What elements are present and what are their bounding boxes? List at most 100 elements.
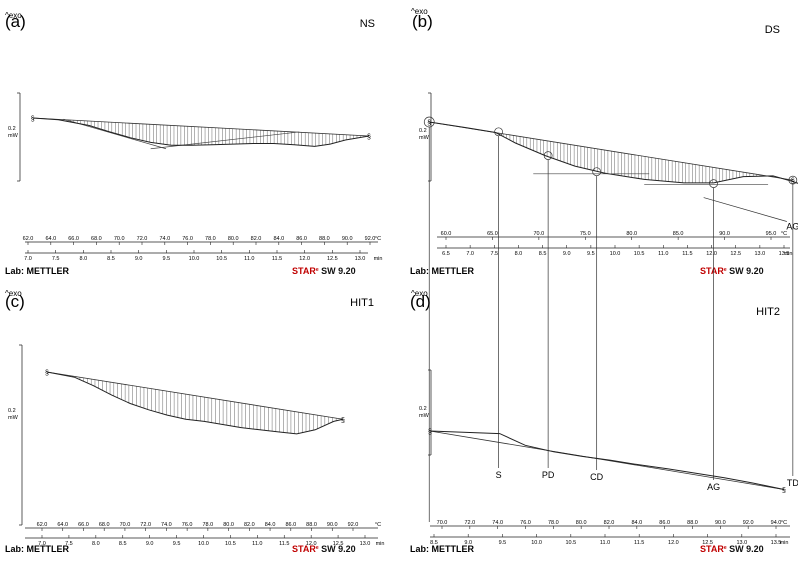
exo-label: ^exo [411, 289, 428, 298]
time-tick-label: 9.5 [173, 541, 181, 547]
time-tick-label: 8.0 [515, 251, 523, 257]
time-tick-label: 10.0 [610, 251, 621, 257]
time-unit: min [780, 540, 789, 546]
time-tick-label: 9.0 [135, 256, 143, 262]
time-tick-label: 12.5 [730, 251, 741, 257]
time-tick-label: 13.0 [736, 540, 747, 546]
onset-marker: § [427, 120, 431, 127]
time-tick-label: 7.5 [65, 541, 73, 547]
temperature-tick-label: 70.0 [120, 522, 131, 528]
time-tick-label: 6.5 [442, 251, 450, 257]
temperature-tick-label: 78.0 [203, 522, 214, 528]
software-suffix: e [724, 267, 727, 273]
software-version: SW 9.20 [319, 266, 356, 276]
lab-label: Lab: METTLER [5, 266, 69, 276]
temperature-tick-label: 92.0 [348, 522, 359, 528]
temperature-unit: °C [375, 236, 381, 242]
time-unit: min [374, 256, 383, 262]
temperature-tick-label: 90.0 [719, 231, 730, 237]
time-tick-label: 12.0 [668, 540, 679, 546]
temperature-tick-label: 66.0 [68, 236, 79, 242]
time-tick-label: 7.5 [52, 256, 60, 262]
temperature-tick-label: 75.0 [580, 231, 591, 237]
onset-marker: § [45, 370, 49, 377]
time-unit: min [376, 541, 385, 547]
temperature-tick-label: 86.0 [659, 520, 670, 526]
temperature-tick-label: 72.0 [137, 236, 148, 242]
software-brand: TAR [298, 544, 316, 554]
time-tick-label: 13.0 [754, 251, 765, 257]
dsc-curve [429, 121, 798, 184]
time-tick-label: 11.5 [682, 251, 692, 257]
time-tick-label: 12.5 [702, 540, 713, 546]
scale-bar-value: 0.2 [419, 128, 427, 134]
temperature-tick-label: 74.0 [161, 522, 172, 528]
temperature-tick-label: 68.0 [91, 236, 102, 242]
temperature-tick-label: 90.0 [715, 520, 726, 526]
exo-label: ^exo [5, 289, 22, 298]
time-tick-label: 8.5 [539, 251, 547, 257]
phase-annotations: S PD CD AG TD AG [423, 116, 798, 522]
time-tick-label: 8.5 [107, 256, 115, 262]
temperature-tick-label: 85.0 [673, 231, 684, 237]
temperature-tick-label: 72.0 [464, 520, 475, 526]
panel-label: (c) [5, 292, 25, 311]
time-tick-label: 11.0 [600, 540, 610, 546]
software-prefix: S [292, 266, 298, 276]
temperature-tick-label: 65.0 [487, 231, 498, 237]
scale-bar-unit: mW [419, 135, 430, 141]
time-tick-label: 7.0 [24, 256, 32, 262]
temperature-tick-label: 84.0 [631, 520, 642, 526]
software-version: SW 9.20 [319, 544, 356, 554]
time-tick-label: 8.0 [80, 256, 88, 262]
annotation-label: CD [590, 472, 603, 482]
software-label: STARe SW 9.20 [700, 544, 764, 554]
time-tick-label: 11.5 [634, 540, 644, 546]
time-tick-label: 7.0 [38, 541, 46, 547]
time-tick-label: 10.5 [225, 541, 236, 547]
time-tick-label: 11.0 [244, 256, 254, 262]
time-tick-label: 9.0 [464, 540, 472, 546]
integration-hatching [79, 377, 337, 434]
software-version: SW 9.20 [727, 544, 764, 554]
temperature-tick-label: 60.0 [441, 231, 452, 237]
software-label: STARe SW 9.20 [292, 266, 356, 276]
time-tick-label: 13.5 [771, 540, 782, 546]
temperature-tick-label: 70.0 [533, 231, 544, 237]
time-unit: min [784, 251, 793, 257]
temperature-tick-label: 64.0 [57, 522, 68, 528]
time-tick-label: 10.5 [634, 251, 645, 257]
temperature-tick-label: 82.0 [604, 520, 615, 526]
temperature-tick-label: 80.0 [626, 231, 637, 237]
scale-bar-value: 0.2 [8, 408, 16, 414]
temperature-tick-label: 66.0 [78, 522, 89, 528]
software-prefix: S [292, 544, 298, 554]
software-suffix: e [316, 267, 319, 273]
software-label: STARe SW 9.20 [292, 544, 356, 554]
panel-c: ^exo(c) HIT1 0.2mW § § 62.0 64.0 66.0 68.0 70.0 72… [5, 289, 384, 554]
scale-bar-value: 0.2 [8, 126, 16, 132]
time-tick-label: 11.5 [272, 256, 282, 262]
temperature-unit: °C [375, 522, 381, 528]
temperature-tick-label: 62.0 [23, 236, 34, 242]
time-tick-label: 8.5 [119, 541, 127, 547]
annotation-label: PD [542, 470, 555, 480]
temperature-unit: °C [781, 231, 787, 237]
temperature-tick-label: 88.0 [687, 520, 698, 526]
temperature-tick-label: 76.0 [182, 236, 193, 242]
temperature-tick-label: 82.0 [244, 522, 255, 528]
time-tick-label: 8.5 [430, 540, 438, 546]
time-tick-label: 11.0 [252, 541, 262, 547]
panel-label: (a) [5, 12, 26, 31]
software-brand: TAR [706, 544, 724, 554]
time-tick-label: 10.0 [198, 541, 209, 547]
onset-marker: § [31, 116, 35, 123]
time-tick-label: 11.5 [279, 541, 289, 547]
panel-title: NS [360, 18, 375, 30]
panel-label: (d) [410, 292, 431, 311]
dsc-curve [32, 117, 370, 147]
temperature-tick-label: 80.0 [576, 520, 587, 526]
lab-label: Lab: METTLER [410, 266, 474, 276]
annotation-label: TD [787, 478, 798, 488]
